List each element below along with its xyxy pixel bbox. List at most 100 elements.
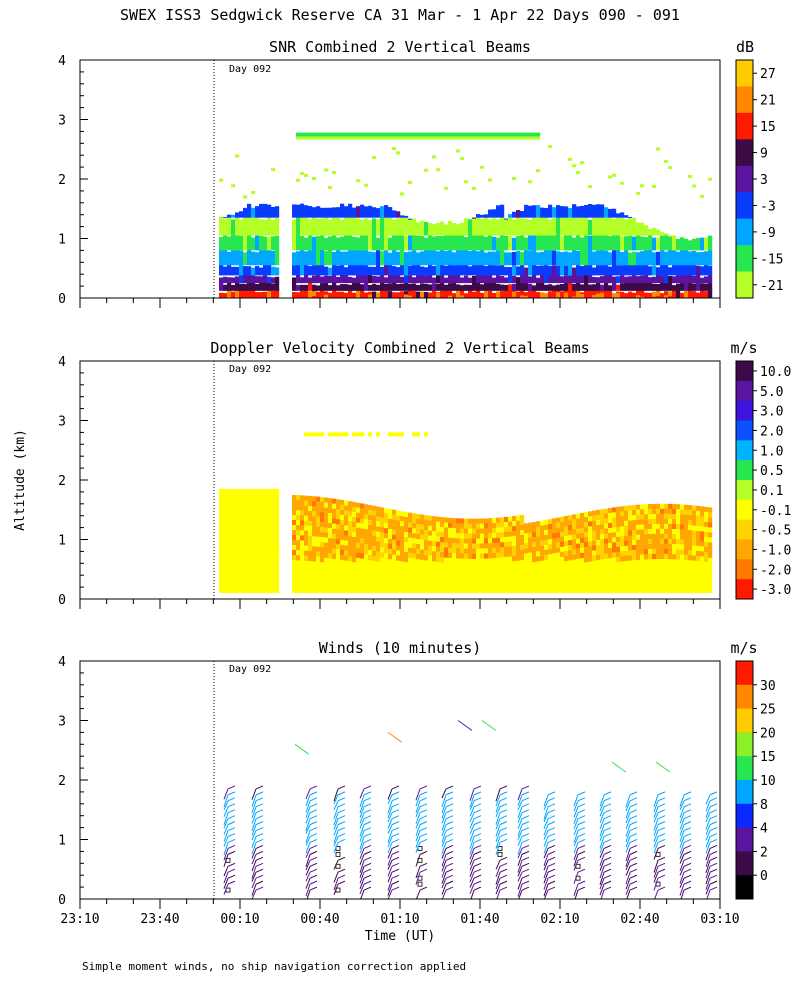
doppler-cell — [508, 546, 513, 552]
wind-barb — [517, 818, 523, 829]
doppler-cell — [348, 556, 353, 562]
doppler-cell — [416, 557, 421, 593]
snr-cell — [516, 136, 521, 140]
doppler-cell — [696, 525, 701, 532]
snr-cell — [580, 294, 585, 298]
snr-cell — [688, 283, 693, 291]
wind-barb — [415, 854, 421, 867]
snr-cell — [328, 136, 333, 140]
doppler-cell — [356, 557, 361, 593]
snr-cell — [452, 252, 457, 266]
doppler-cell — [504, 557, 509, 593]
wind-barb — [653, 800, 659, 813]
snr-cell — [360, 132, 365, 137]
wind-barb — [547, 827, 556, 832]
doppler-cell — [496, 542, 501, 548]
doppler-cell — [624, 550, 629, 557]
snr-cell — [316, 206, 321, 218]
wind-barb — [255, 803, 264, 808]
snr-cell — [308, 136, 313, 140]
snr-cell — [588, 219, 593, 236]
snr-cell — [324, 136, 329, 140]
snr-cell — [628, 235, 633, 251]
snr-cell — [388, 263, 393, 276]
winds-data-layer — [223, 720, 718, 899]
winds-colorbar-swatch — [736, 732, 753, 757]
snr-cell — [392, 132, 397, 137]
doppler-cell — [604, 533, 609, 539]
snr-cell — [492, 265, 497, 276]
doppler-cell — [496, 522, 501, 528]
doppler-cell — [356, 527, 361, 533]
wind-barb — [625, 848, 631, 862]
snr-cell — [364, 218, 369, 236]
wind-barb — [359, 883, 365, 895]
doppler-cell — [664, 538, 669, 545]
snr-cell — [660, 263, 665, 276]
snr-cell — [448, 233, 453, 251]
doppler-cell — [312, 541, 317, 547]
snr-cell — [304, 217, 309, 236]
snr-cell — [488, 209, 493, 218]
snr-cell — [480, 284, 485, 291]
doppler-cell — [372, 505, 377, 511]
wind-barb — [387, 842, 393, 854]
wind-barb — [577, 868, 586, 873]
snr-cell — [243, 234, 248, 251]
wind-barb — [227, 785, 236, 790]
wind-barb — [415, 800, 421, 814]
snr-cell — [300, 277, 305, 284]
snr-cell — [380, 266, 385, 276]
doppler-cell — [480, 543, 485, 549]
doppler-cell — [352, 511, 357, 518]
doppler-cell — [644, 544, 649, 550]
wind-barb — [337, 821, 346, 826]
doppler-cell — [596, 557, 601, 593]
doppler-cell — [580, 552, 585, 559]
winds-x-tick-label: 23:10 — [60, 912, 99, 927]
doppler-cell — [340, 557, 345, 593]
snr-cell — [536, 234, 541, 251]
wind-barb — [363, 785, 372, 790]
snr-cell — [468, 219, 473, 236]
doppler-cell — [404, 521, 409, 528]
wind-barb — [255, 850, 264, 855]
doppler-cell — [468, 548, 473, 554]
snr-cell — [700, 266, 705, 276]
wind-barb — [305, 812, 311, 824]
doppler-colorbar-label: 5.0 — [760, 385, 783, 400]
wind-barb — [599, 866, 605, 879]
doppler-cell — [428, 540, 433, 546]
doppler-cell — [312, 536, 317, 542]
wind-barb — [387, 878, 393, 891]
snr-cell — [476, 214, 481, 218]
doppler-cell — [456, 538, 461, 544]
doppler-cell — [552, 528, 557, 534]
snr-cell — [492, 281, 497, 291]
doppler-cell — [344, 432, 349, 437]
wind-barb — [625, 800, 631, 812]
doppler-cell — [688, 545, 693, 551]
wind-barb — [419, 839, 428, 843]
doppler-cell — [332, 557, 337, 593]
doppler-cell — [356, 522, 361, 528]
wind-barb — [227, 809, 236, 814]
doppler-cell — [652, 553, 657, 560]
snr-cell — [227, 216, 232, 236]
snr-cell — [524, 273, 529, 284]
wind-barb — [599, 830, 605, 841]
wind-barb — [227, 815, 236, 820]
doppler-cell — [588, 516, 593, 522]
snr-cell — [640, 222, 645, 236]
snr-cell — [243, 252, 248, 266]
wind-barb — [227, 827, 236, 832]
snr-cell — [223, 248, 228, 266]
snr-cell — [628, 282, 633, 291]
snr-cell — [448, 265, 453, 276]
doppler-cell — [408, 557, 413, 593]
snr-cell — [304, 136, 309, 140]
doppler-cell — [668, 557, 673, 593]
snr-cell — [460, 277, 465, 284]
doppler-cell — [364, 534, 369, 540]
